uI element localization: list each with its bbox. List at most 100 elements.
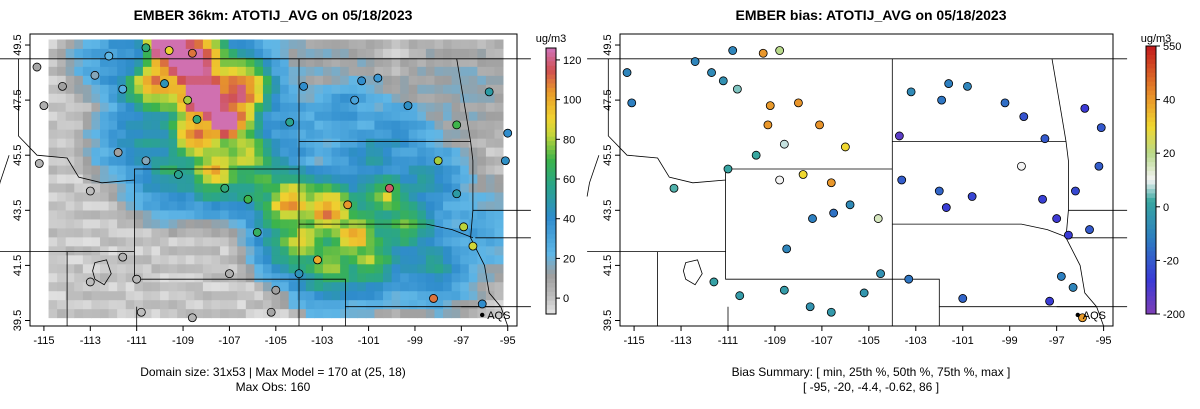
heatmap-cell bbox=[374, 138, 384, 148]
heatmap-cell bbox=[468, 57, 478, 67]
heatmap-cell bbox=[228, 147, 238, 157]
colorbar-tick-label: 20 bbox=[1163, 148, 1175, 160]
heatmap-cell bbox=[237, 174, 247, 184]
heatmap-cell bbox=[383, 66, 392, 76]
heatmap-cell bbox=[400, 236, 410, 247]
heatmap-cell bbox=[288, 129, 298, 139]
heatmap-cell bbox=[194, 219, 204, 229]
heatmap-cell bbox=[254, 272, 264, 283]
heatmap-cell bbox=[443, 263, 453, 274]
colorbar-swatch bbox=[546, 203, 556, 209]
heatmap-cell bbox=[400, 254, 410, 265]
heatmap-cell bbox=[357, 111, 367, 121]
heatmap-cell bbox=[434, 281, 444, 292]
heatmap-cell bbox=[100, 201, 109, 211]
x-tick-label: -103 bbox=[905, 335, 927, 347]
heatmap-cell bbox=[340, 39, 350, 49]
heatmap-cell bbox=[271, 120, 281, 130]
heatmap-cell bbox=[117, 308, 127, 319]
colorbar-swatch bbox=[1146, 291, 1156, 297]
heatmap-cell bbox=[177, 236, 187, 247]
heatmap-cell bbox=[271, 272, 281, 283]
colorbar-swatch bbox=[546, 154, 556, 160]
heatmap-cell bbox=[228, 174, 238, 184]
heatmap-cell bbox=[228, 39, 238, 49]
bias-point bbox=[751, 150, 761, 160]
heatmap-cell bbox=[142, 227, 152, 238]
colorbar-swatch bbox=[1146, 50, 1156, 56]
heatmap-cell bbox=[417, 156, 427, 166]
heatmap-cell bbox=[194, 227, 204, 238]
x-tick-label: -109 bbox=[172, 335, 194, 347]
heatmap-cell bbox=[74, 156, 84, 166]
heatmap-cell bbox=[443, 219, 453, 229]
bias-point bbox=[967, 192, 977, 201]
heatmap-cell bbox=[168, 227, 178, 238]
heatmap-cell bbox=[108, 111, 118, 121]
heatmap-cell bbox=[57, 183, 67, 193]
heatmap-cell bbox=[245, 308, 255, 319]
heatmap-cell bbox=[271, 290, 281, 301]
heatmap-cell bbox=[443, 183, 453, 193]
colorbar-swatch bbox=[546, 87, 556, 93]
heatmap-cell bbox=[288, 227, 298, 238]
heatmap-cell bbox=[391, 84, 401, 94]
heatmap-cell bbox=[57, 156, 67, 166]
heatmap-cell bbox=[254, 129, 264, 139]
heatmap-cell bbox=[477, 165, 487, 175]
heatmap-cell bbox=[151, 308, 161, 319]
heatmap-cell bbox=[134, 263, 144, 274]
heatmap-cell bbox=[468, 245, 478, 256]
heatmap-cell bbox=[194, 156, 204, 166]
heatmap-cell bbox=[485, 129, 495, 139]
colorbar-swatch bbox=[1146, 95, 1156, 101]
heatmap-cell bbox=[271, 263, 281, 274]
heatmap-cell bbox=[134, 227, 144, 238]
heatmap-cell bbox=[57, 66, 67, 76]
observation-point bbox=[373, 73, 383, 83]
heatmap-cell bbox=[142, 219, 152, 229]
heatmap-cell bbox=[391, 290, 401, 301]
heatmap-cell bbox=[357, 254, 367, 265]
colorbar-swatch bbox=[546, 260, 556, 266]
colorbar-swatch bbox=[546, 83, 556, 89]
colorbar-swatch bbox=[1146, 117, 1156, 123]
heatmap-cell bbox=[262, 174, 272, 184]
heatmap-cell bbox=[151, 299, 161, 310]
heatmap-cell bbox=[262, 299, 272, 310]
heatmap-cell bbox=[108, 66, 118, 76]
heatmap-cell bbox=[168, 129, 178, 139]
heatmap-cell bbox=[100, 75, 109, 85]
heatmap-cell bbox=[177, 254, 187, 265]
heatmap-cell bbox=[348, 48, 358, 58]
heatmap-cell bbox=[443, 290, 453, 301]
heatmap-cell bbox=[177, 263, 187, 274]
heatmap-cell bbox=[48, 84, 58, 94]
heatmap-cell bbox=[434, 210, 444, 220]
heatmap-cell bbox=[134, 120, 144, 130]
heatmap-cell bbox=[425, 263, 435, 274]
heatmap-cell bbox=[100, 299, 109, 310]
x-tick-label: -101 bbox=[952, 335, 974, 347]
heatmap-cell bbox=[220, 156, 230, 166]
heatmap-cell bbox=[211, 93, 221, 103]
heatmap-cell bbox=[417, 183, 427, 193]
bias-point bbox=[798, 170, 808, 179]
colorbar-swatch bbox=[546, 247, 556, 253]
heatmap-cell bbox=[168, 102, 178, 112]
heatmap-cell bbox=[168, 57, 178, 67]
bias-point bbox=[1040, 134, 1050, 144]
heatmap-cell bbox=[271, 183, 281, 193]
heatmap-cell bbox=[108, 93, 118, 103]
heatmap-cell bbox=[314, 263, 324, 274]
observation-point bbox=[357, 76, 367, 86]
heatmap-cell bbox=[494, 66, 504, 76]
heatmap-cell bbox=[443, 129, 453, 139]
heatmap-cell bbox=[305, 263, 315, 274]
colorbar-tick-label: 80 bbox=[563, 134, 575, 146]
observation-point bbox=[141, 156, 151, 166]
observation-point bbox=[299, 81, 309, 91]
heatmap-cell bbox=[194, 75, 204, 85]
heatmap-cell bbox=[297, 263, 307, 274]
